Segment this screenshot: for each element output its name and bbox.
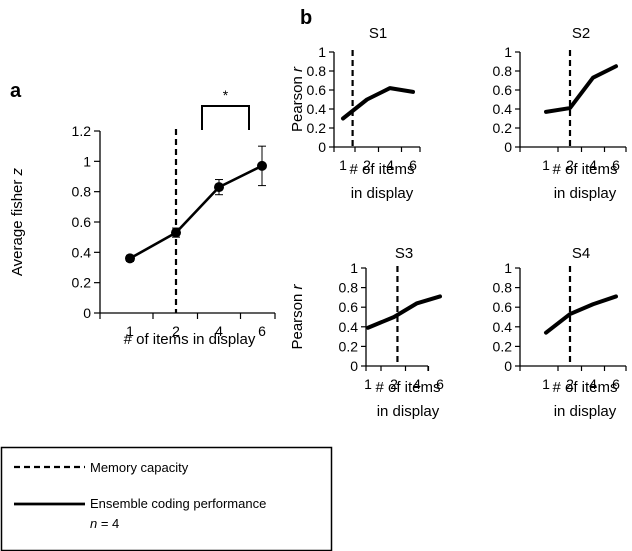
x-tick-label: 4 — [215, 323, 223, 339]
legend-memory-label: Memory capacity — [90, 460, 189, 475]
x-tick-label: 4 — [589, 157, 597, 173]
x-tick-label: 1 — [339, 157, 347, 173]
y-tick-label: 0.4 — [72, 244, 92, 260]
x-axis-label: # of items — [349, 161, 414, 178]
series-line — [366, 294, 442, 330]
legend-n-label: n = 4 — [90, 516, 119, 531]
y-tick-label: 0.4 — [493, 319, 513, 335]
y-tick-label: 0.2 — [493, 338, 513, 354]
y-tick-label: 0 — [350, 358, 358, 374]
y-tick-label: 0.6 — [339, 299, 359, 315]
x-tick-label: 2 — [363, 157, 371, 173]
y-tick-label: 0.6 — [493, 299, 513, 315]
x-tick-label: 2 — [566, 376, 574, 392]
x-tick-label: 1 — [126, 323, 134, 339]
y-tick-label: 0.2 — [72, 275, 92, 291]
y-tick-label: 0.2 — [339, 338, 359, 354]
y-tick-label: 1 — [318, 44, 326, 60]
x-tick-label: 2 — [390, 376, 398, 392]
x-tick-label: 6 — [436, 376, 444, 392]
x-tick-label: 6 — [612, 157, 620, 173]
panel-a: a 0 0.2 0.4 0.6 0.8 1 1.2 1 2 4 6# of items in disp… — [9, 80, 276, 348]
panel-title: S2 — [572, 25, 590, 42]
x-axis-label: # of items — [552, 379, 617, 396]
panel-S3: S3 0 0.2 0.4 0.6 0.8 1 1 2 4 6# of items in display… — [289, 245, 444, 420]
x-axis-label: in display — [554, 185, 617, 202]
y-tick-label: 0.8 — [339, 280, 359, 296]
series-line — [128, 164, 264, 260]
x-axis-label: # of items in display — [124, 331, 256, 348]
x-tick-label: 1 — [542, 157, 550, 173]
x-tick-label: 4 — [589, 376, 597, 392]
series-line — [544, 294, 618, 335]
y-tick-label: 0.2 — [307, 120, 327, 136]
y-tick-label: 0.6 — [72, 214, 92, 230]
y-tick-label: 0.6 — [307, 82, 327, 98]
y-tick-label: 0.4 — [307, 101, 327, 117]
y-tick-label: 0.8 — [72, 184, 92, 200]
panel-label: a — [10, 80, 22, 102]
y-tick-label: 0 — [504, 358, 512, 374]
x-tick-label: 4 — [413, 376, 421, 392]
x-tick-label: 1 — [542, 376, 550, 392]
y-tick-label: 0.4 — [339, 319, 359, 335]
y-tick-label: 0.2 — [493, 120, 513, 136]
y-tick-label: 0.8 — [493, 280, 513, 296]
y-tick-label: 0.6 — [493, 82, 513, 98]
y-tick-label: 0 — [504, 139, 512, 155]
y-tick-label: 0.8 — [307, 63, 327, 79]
y-tick-label: 0.4 — [493, 101, 513, 117]
x-axis-label: # of items — [552, 161, 617, 178]
legend-ensemble-label: Ensemble coding performance — [90, 496, 266, 511]
x-tick-label: 6 — [612, 376, 620, 392]
legend: Memory capacity Ensemble coding performa… — [0, 446, 333, 551]
y-axis-label: Average fisher z — [9, 167, 26, 276]
y-tick-label: 1 — [504, 44, 512, 60]
data-point — [257, 160, 267, 171]
significance-star: * — [223, 87, 229, 103]
x-tick-label: 1 — [364, 376, 372, 392]
x-axis-label: in display — [554, 403, 617, 420]
x-axis-label: in display — [351, 185, 414, 202]
charts-layer: a00.20.40.60.811.21 2 4 6# of items in disp… — [9, 7, 627, 420]
x-axis-label: # of items — [375, 379, 440, 396]
panel-label: b — [300, 7, 312, 29]
x-axis-label: in display — [377, 403, 440, 420]
y-tick-label: 0 — [83, 305, 91, 321]
panel-title: S4 — [572, 245, 590, 262]
series-line — [544, 64, 618, 114]
data-point — [125, 253, 135, 264]
y-tick-label: 1 — [350, 260, 358, 276]
panel-title: S1 — [369, 25, 387, 42]
y-tick-label: 0.8 — [493, 63, 513, 79]
x-tick-label: 6 — [258, 323, 266, 339]
x-tick-label: 4 — [386, 157, 394, 173]
data-point — [214, 182, 224, 193]
y-tick-label: 1.2 — [72, 123, 92, 139]
y-tick-label: 1 — [83, 153, 91, 169]
panel-title: S3 — [395, 245, 413, 262]
x-tick-label: 2 — [172, 323, 180, 339]
x-tick-label: 2 — [566, 157, 574, 173]
data-point — [171, 227, 181, 238]
y-tick-label: 0 — [318, 139, 326, 155]
y-tick-label: 1 — [504, 260, 512, 276]
significance-bracket — [201, 105, 250, 130]
y-axis-label: Pearson r — [289, 283, 306, 349]
y-axis-label: Pearson r — [289, 66, 306, 132]
series-line — [341, 86, 415, 121]
x-tick-label: 6 — [409, 157, 417, 173]
